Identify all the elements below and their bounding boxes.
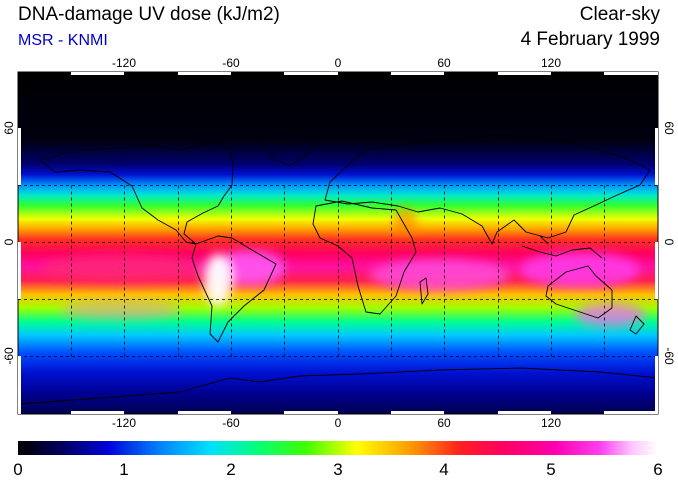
frame-segment [18,356,21,414]
frame-segment [655,128,658,185]
graticule [18,185,658,357]
coastline-north-america [39,141,234,245]
lat-tick-labels-right: 60 0 -60 [662,121,676,365]
lon-tick-label: 60 [437,416,451,430]
colorbar-tick-label: 4 [439,460,448,479]
uv-patch [520,252,640,288]
coastline-antarctica [18,367,658,405]
frame-segment [18,128,21,185]
frame-segment [655,242,658,299]
lat-tick-labels-left: 60 0 -60 [2,121,16,365]
lon-tick-label: -60 [222,56,240,70]
frame-segment [71,72,124,75]
lon-tick-label: 0 [335,416,342,430]
uv-field [18,72,658,414]
colorbar-tick-label: 3 [333,460,342,479]
uv-field-patches [40,208,645,327]
coastline-madagascar [419,277,429,305]
coastline-greenland [259,127,321,167]
colorbar-tick-label: 6 [653,460,662,479]
coastline-australia [545,265,613,319]
lon-tick-label: -60 [222,416,240,430]
source-label: MSR - KNMI [18,32,108,49]
lat-tick-label: 60 [2,121,16,135]
frame-segment [498,411,551,414]
uv-patch [575,303,645,327]
lat-tick-label: -60 [662,347,676,365]
frame-segment [604,411,658,414]
lon-tick-label: -120 [112,416,136,430]
uv-patch [393,208,417,236]
uv-patch [60,300,180,320]
sky-condition-label: Clear-sky [579,4,660,25]
coastline-europe-asia [324,134,651,245]
lon-tick-labels-bottom: -120 -60 0 60 120 [112,416,561,430]
lat-tick-label: 0 [662,239,676,246]
frame-segment [391,72,444,75]
colorbar-gradient [18,441,658,455]
uv-patch [204,254,232,306]
lon-tick-label: 120 [541,416,561,430]
frame-segment [498,72,551,75]
frame-segment [71,411,124,414]
uv-field-background [18,72,658,414]
colorbar-tick-label: 5 [546,460,555,479]
colorbar-tick-label: 1 [119,460,128,479]
colorbar-tick-label: 2 [226,460,235,479]
frame-segment [391,411,444,414]
frame-segment [604,72,658,75]
lat-tick-label: -60 [2,347,16,365]
uv-patch [40,254,200,282]
map-frame [17,71,659,415]
lon-tick-label: -120 [112,56,136,70]
frame-segment [178,411,231,414]
coastline-new-zealand [629,315,645,335]
frame-segment [18,242,21,299]
frame-segment [284,411,338,414]
lon-tick-label: 60 [437,56,451,70]
colorbar: 0 1 2 3 4 5 6 [13,441,663,479]
lon-tick-label: 0 [335,56,342,70]
colorbar-tick-label: 0 [13,460,22,479]
map-title: DNA-damage UV dose (kJ/m2) [18,4,280,25]
lon-tick-labels-top: -120 -60 0 60 120 [112,56,561,70]
coastline-africa [312,200,417,315]
frame-segment [178,72,231,75]
frame-segment [284,72,338,75]
lon-tick-label: 120 [541,56,561,70]
frame-segment [655,356,658,414]
coastline-south-america [191,235,277,343]
lat-tick-label: 60 [662,121,676,135]
uv-patch [370,259,510,291]
date-label: 4 February 1999 [520,29,660,50]
lat-tick-label: 0 [2,238,16,245]
